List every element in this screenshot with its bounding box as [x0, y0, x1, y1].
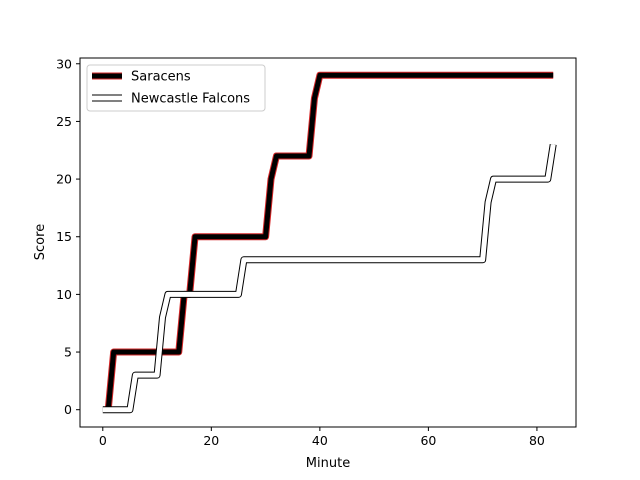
y-tick-label: 5: [64, 345, 72, 360]
y-tick-label: 25: [56, 114, 72, 129]
x-axis: 0 20 40 60 80: [99, 427, 545, 448]
x-tick-label: 60: [420, 433, 436, 448]
y-axis: 0 5 10 15 20 25 30: [56, 56, 80, 417]
y-tick-label: 30: [56, 56, 72, 71]
x-tick-label: 40: [312, 433, 328, 448]
legend: Saracens Newcastle Falcons: [86, 64, 266, 112]
series-saracens-line: [105, 72, 554, 410]
plot-frame: [79, 57, 577, 428]
x-tick-label: 0: [99, 433, 107, 448]
y-tick-label: 15: [56, 229, 72, 244]
y-tick-label: 0: [64, 402, 72, 417]
legend-label-newcastle-falcons: Newcastle Falcons: [131, 92, 250, 107]
y-tick-label: 20: [56, 172, 72, 187]
lines-layer: [102, 71, 557, 414]
y-tick-label: 10: [56, 287, 72, 302]
x-tick-label: 20: [203, 433, 219, 448]
x-tick-label: 80: [529, 433, 545, 448]
legend-label-saracens: Saracens: [131, 70, 191, 85]
legend-box: [86, 64, 266, 112]
x-axis-label: Minute: [306, 456, 350, 471]
series-newcastle-falcons-line: [102, 144, 556, 413]
y-axis-label: Score: [33, 224, 48, 260]
